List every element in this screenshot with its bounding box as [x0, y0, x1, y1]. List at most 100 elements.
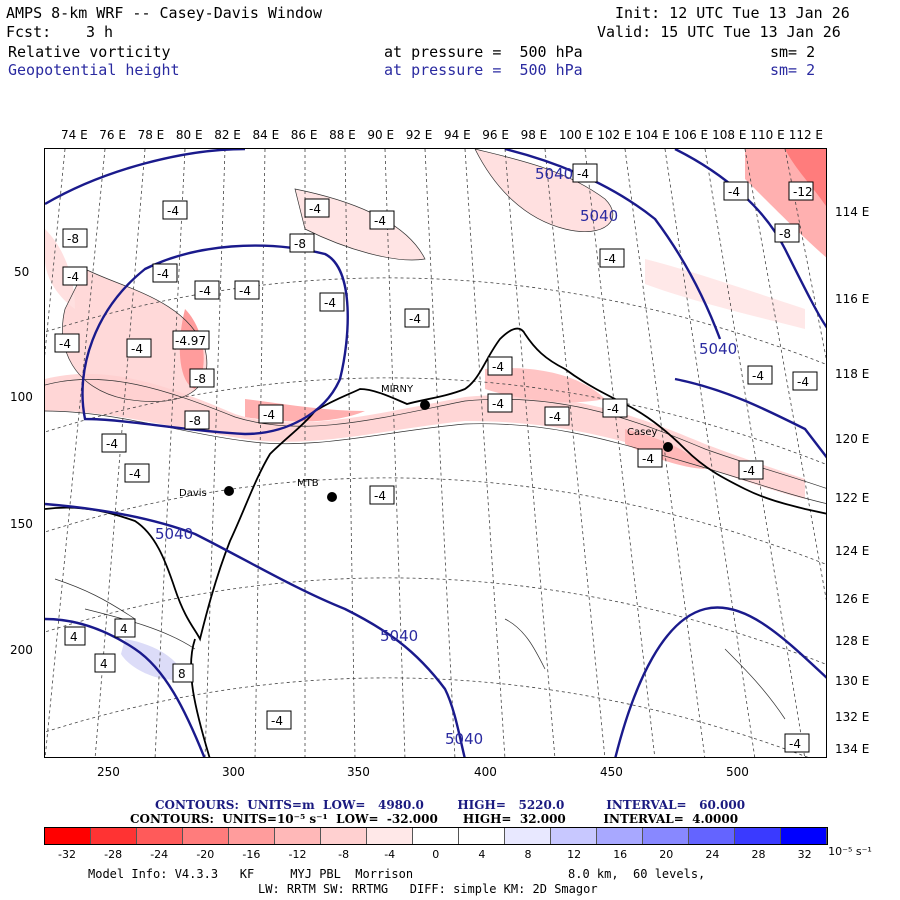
y-tick-50: 50: [14, 265, 30, 279]
colorbar-swatch: [91, 828, 137, 844]
vort-label: -4: [124, 463, 150, 483]
y-tick-100: 100: [10, 390, 33, 404]
colorbar-swatch: [275, 828, 321, 844]
vort-label: -4: [404, 308, 430, 328]
colorbar-swatch: [321, 828, 367, 844]
vort-label: -4: [369, 210, 395, 230]
colorbar-label: -20: [196, 848, 215, 861]
colorbar-swatch: [643, 828, 689, 844]
station-davis-dot: [224, 486, 234, 496]
svg-text:-4: -4: [789, 737, 801, 751]
station-mirny-dot: [420, 400, 430, 410]
right-lon-label: 116 E: [835, 292, 870, 306]
top-lon-label: 102 E: [597, 128, 632, 142]
right-lon-label: 124 E: [835, 544, 870, 558]
svg-text:-4: -4: [743, 464, 755, 478]
vort-label: -4: [62, 266, 88, 286]
colorbar-swatch: [229, 828, 275, 844]
map-panel: 5040 5040 5040 5040 5040 5040 -8 -4 -4 -…: [44, 148, 827, 758]
plot-title: AMPS 8-km WRF -- Casey-Davis Window: [6, 4, 323, 22]
svg-text:-4: -4: [492, 360, 504, 374]
colorbar-swatch: [413, 828, 459, 844]
colorbar-swatch: [781, 828, 827, 844]
coastline: [45, 327, 826, 757]
valid-time: Valid: 15 UTC Tue 13 Jan 26: [597, 23, 841, 41]
vort-label: -4: [792, 371, 818, 391]
colorbar-label: -4: [384, 848, 396, 861]
height-label-5040-c: 5040: [699, 340, 737, 358]
colorbar: [44, 827, 828, 845]
colorbar-swatch: [137, 828, 183, 844]
top-lon-label: 78 E: [137, 128, 165, 142]
right-lon-label: 122 E: [835, 491, 870, 505]
contour-info-height: CONTOURS: UNITS=m LOW= 4980.0 HIGH= 5220…: [155, 798, 746, 812]
height-label-5040-a: 5040: [535, 165, 573, 183]
vort-label: -4: [369, 485, 395, 505]
svg-text:-4: -4: [374, 214, 386, 228]
top-lon-label: 92 E: [405, 128, 433, 142]
top-lon-label: 82 E: [214, 128, 241, 142]
vort-label: -4: [162, 200, 188, 220]
svg-text:4: 4: [100, 657, 108, 671]
svg-text:-4: -4: [374, 489, 386, 503]
colorbar-label: 24: [705, 848, 720, 861]
colorbar-label: -12: [288, 848, 307, 861]
svg-text:4: 4: [120, 622, 128, 636]
colorbar-swatch: [183, 828, 229, 844]
vort-label: -4: [637, 448, 663, 468]
svg-text:-8: -8: [779, 227, 791, 241]
field2-smooth: sm= 2: [770, 61, 816, 79]
model-info: Model Info: V4.3.3 KF MYJ PBL Morrison: [88, 867, 414, 881]
vort-label: -4: [258, 404, 284, 424]
top-lon-label: 110 E: [750, 128, 785, 142]
x-tick-400: 400: [474, 765, 497, 779]
vorticity-labels: -8 -4 -4 -4 -4 -4 -4 -4 -8 -4 -4 -4 -4 -…: [54, 163, 818, 753]
svg-text:-4: -4: [67, 270, 79, 284]
vort-label: -4: [723, 181, 749, 201]
svg-text:-4: -4: [492, 397, 504, 411]
vort-label: -4: [747, 365, 773, 385]
vort-label: -8: [289, 233, 315, 253]
init-time: Init: 12 UTC Tue 13 Jan 26: [615, 4, 850, 22]
forecast-value: 3 h: [86, 23, 114, 41]
colorbar-label: -16: [242, 848, 261, 861]
station-davis-label: Davis: [179, 488, 207, 499]
y-tick-150: 150: [10, 517, 33, 531]
model-physics: LW: RRTM SW: RRTMG DIFF: simple KM: 2D S…: [258, 882, 598, 896]
forecast-label: Fcst:: [6, 23, 52, 41]
top-lon-label: 100 E: [558, 128, 594, 142]
svg-text:-12: -12: [793, 185, 813, 199]
svg-text:-4: -4: [324, 296, 336, 310]
svg-text:-4: -4: [409, 312, 421, 326]
x-tick-300: 300: [222, 765, 245, 779]
colorbar-swatch: [459, 828, 505, 844]
vorticity-shading: [45, 149, 826, 680]
colorbar-swatch: [45, 828, 91, 844]
colorbar-label: 0: [432, 848, 440, 861]
right-lon-label: 130 E: [835, 674, 870, 688]
vort-label: -8: [62, 228, 88, 248]
vort-label: -4: [101, 433, 127, 453]
svg-text:-4: -4: [607, 402, 619, 416]
svg-text:-8: -8: [194, 372, 206, 386]
svg-text:-4: -4: [167, 204, 179, 218]
svg-text:-4: -4: [642, 452, 654, 466]
top-lon-label: 96 E: [482, 128, 509, 142]
svg-text:-4: -4: [728, 185, 740, 199]
svg-text:-4: -4: [577, 167, 589, 181]
right-lon-label: 120 E: [835, 432, 870, 446]
right-lon-label: 118 E: [835, 367, 870, 381]
vort-label: -4.97: [172, 330, 210, 350]
field1-smooth: sm= 2: [770, 43, 816, 61]
colorbar-swatch: [597, 828, 643, 844]
vort-label: -12: [788, 181, 814, 201]
colorbar-label: 8: [524, 848, 532, 861]
top-lon-label: 112 E: [788, 128, 823, 142]
top-lon-label: 108 E: [712, 128, 747, 142]
vort-label: -4: [266, 710, 292, 730]
vort-label: -4: [152, 263, 178, 283]
colorbar-label: -28: [104, 848, 123, 861]
colorbar-swatch: [505, 828, 551, 844]
vort-label: -4: [194, 280, 220, 300]
x-tick-450: 450: [600, 765, 623, 779]
